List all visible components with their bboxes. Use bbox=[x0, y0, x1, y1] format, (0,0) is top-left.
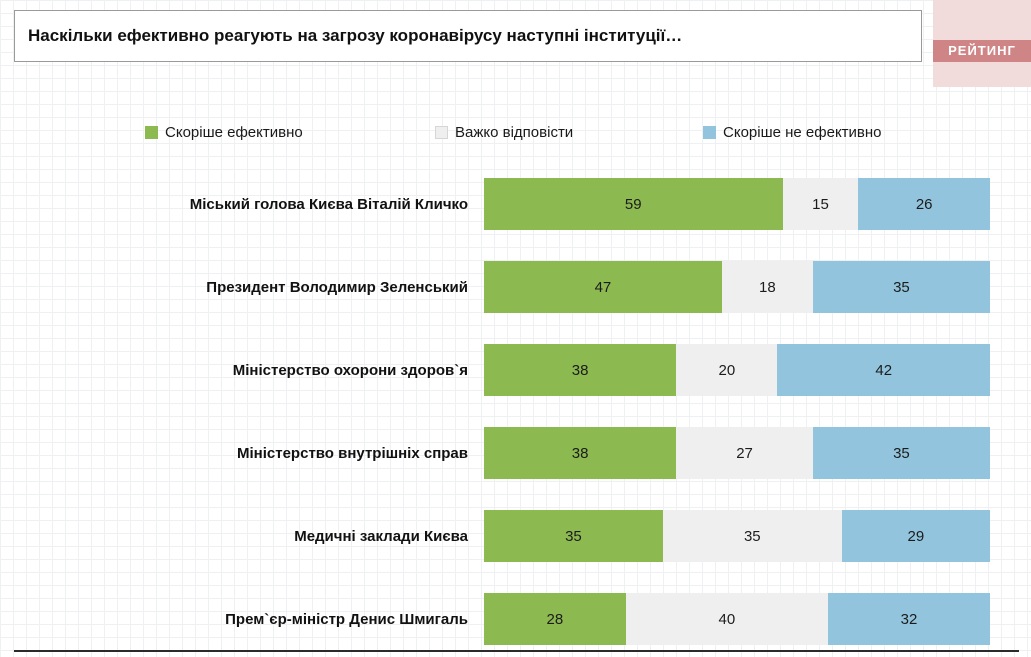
bar-value: 47 bbox=[594, 278, 612, 296]
bar-row: Президент Володимир Зеленський 47 18 35 bbox=[0, 261, 1031, 313]
chart-legend: Скоріше ефективно Важко відповісти Скоріше… bbox=[0, 122, 1031, 142]
category-label: Міністерство охорони здоров`я bbox=[232, 361, 468, 379]
bar-segment: 42 bbox=[777, 344, 990, 396]
legend-item: Скоріше не ефективно bbox=[703, 124, 882, 141]
bar-segment: 35 bbox=[812, 427, 990, 479]
chart-title: Наскільки ефективно реагують на загрозу … bbox=[28, 26, 683, 45]
category-label: Міський голова Києва Віталій Кличко bbox=[189, 195, 468, 213]
bar-value: 59 bbox=[624, 195, 642, 213]
bar-segment: 38 bbox=[484, 344, 677, 396]
bar-segment: 20 bbox=[676, 344, 778, 396]
bar-value: 29 bbox=[907, 527, 925, 545]
legend-label: Скоріше ефективно bbox=[165, 123, 303, 141]
bar-segment: 40 bbox=[625, 593, 829, 645]
bar-segment: 18 bbox=[721, 261, 813, 313]
bar-track: 59 15 26 bbox=[484, 178, 990, 230]
rating-group-logo: РЕЙТИНГ bbox=[933, 0, 1031, 87]
bar-segment: 35 bbox=[812, 261, 990, 313]
bar-segment: 38 bbox=[484, 427, 677, 479]
bar-value: 38 bbox=[571, 444, 589, 462]
bar-track: 35 35 29 bbox=[484, 510, 990, 562]
bar-value: 28 bbox=[546, 610, 564, 628]
bar-segment: 27 bbox=[676, 427, 813, 479]
bar-value: 40 bbox=[718, 610, 736, 628]
bar-row: Міністерство внутрішніх справ 38 27 35 bbox=[0, 427, 1031, 479]
chart-rows: Міський голова Києва Віталій Кличко 59 15 2… bbox=[0, 178, 1031, 645]
bar-track: 28 40 32 bbox=[484, 593, 990, 645]
category-label: Міністерство внутрішніх справ bbox=[237, 444, 468, 462]
bar-track: 38 27 35 bbox=[484, 427, 990, 479]
category-label: Медичні заклади Києва bbox=[294, 527, 468, 545]
bar-value: 27 bbox=[736, 444, 753, 462]
bar-value: 26 bbox=[915, 195, 933, 213]
rating-logo-label: РЕЙТИНГ bbox=[933, 39, 1031, 62]
legend-label: Важко відповісти bbox=[455, 123, 574, 141]
bar-segment: 59 bbox=[484, 178, 783, 230]
legend-item: Важко відповісти bbox=[435, 124, 703, 141]
chart-title-box: Наскільки ефективно реагують на загрозу … bbox=[14, 10, 922, 62]
bar-track: 38 20 42 bbox=[484, 344, 990, 396]
bar-value: 18 bbox=[759, 278, 776, 296]
bar-segment: 29 bbox=[841, 510, 990, 562]
bar-value: 35 bbox=[743, 527, 761, 545]
bar-value: 35 bbox=[565, 527, 582, 545]
bar-row: Медичні заклади Києва 35 35 29 bbox=[0, 510, 1031, 562]
bar-segment: 35 bbox=[662, 510, 842, 562]
stacked-bar-chart: Скоріше ефективно Важко відповісти Скоріше… bbox=[0, 122, 1031, 645]
bar-segment: 15 bbox=[782, 178, 859, 230]
category-label: Прем`єр-міністр Денис Шмигаль bbox=[225, 610, 468, 628]
bar-row: Міський голова Києва Віталій Кличко 59 15 2… bbox=[0, 178, 1031, 230]
legend-swatch bbox=[435, 125, 448, 139]
bar-value: 35 bbox=[893, 278, 910, 296]
category-label: Президент Володимир Зеленський bbox=[206, 278, 468, 296]
bar-row: Прем`єр-міністр Денис Шмигаль 28 40 32 bbox=[0, 593, 1031, 645]
legend-label: Скоріше не ефективно bbox=[723, 123, 882, 141]
bar-segment: 32 bbox=[828, 593, 990, 645]
bar-segment: 26 bbox=[858, 178, 990, 230]
bar-value: 42 bbox=[875, 361, 893, 379]
bar-value: 35 bbox=[893, 444, 910, 462]
bar-value: 38 bbox=[571, 361, 589, 379]
chart-baseline bbox=[14, 650, 1019, 652]
legend-item: Скоріше ефективно bbox=[145, 124, 435, 141]
legend-swatch bbox=[703, 125, 716, 139]
bar-segment: 35 bbox=[484, 510, 663, 562]
bar-value: 32 bbox=[900, 610, 918, 628]
bar-segment: 28 bbox=[484, 593, 626, 645]
bar-value: 15 bbox=[812, 195, 829, 213]
bar-segment: 47 bbox=[484, 261, 722, 313]
legend-swatch bbox=[145, 125, 158, 139]
bar-track: 47 18 35 bbox=[484, 261, 990, 313]
bar-value: 20 bbox=[718, 361, 736, 379]
bar-row: Міністерство охорони здоров`я 38 20 42 bbox=[0, 344, 1031, 396]
